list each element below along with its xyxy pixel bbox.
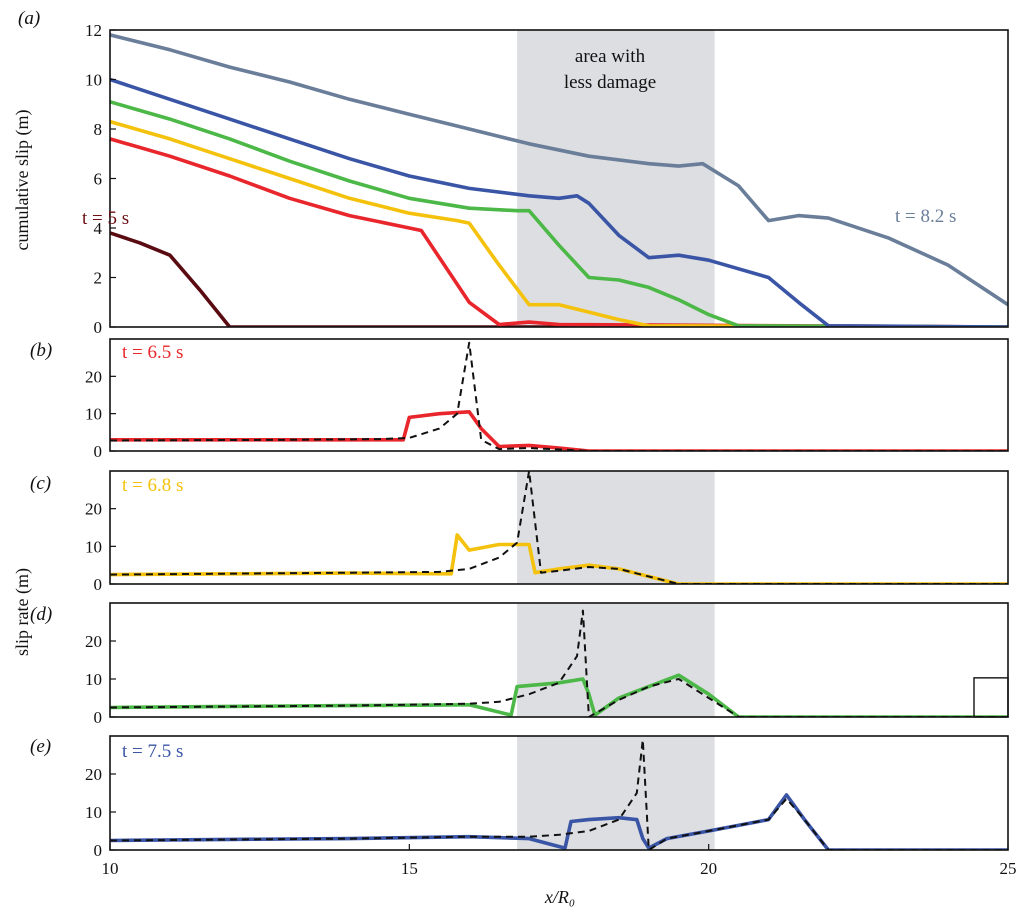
panel-label-a: (a) <box>18 8 40 29</box>
panel-b-ytick-label: 20 <box>85 367 102 386</box>
panel-a-series-3 <box>110 100 1008 327</box>
panel-e-shaded-region <box>517 736 715 850</box>
panel-a-ytick-label: 6 <box>94 170 103 189</box>
panel-e-ytick-label: 10 <box>85 803 102 822</box>
panel-label-d: (d) <box>30 604 52 625</box>
panel-d-ytick-label: 10 <box>85 670 102 689</box>
xlabel: x/R₀ <box>544 887 575 907</box>
panel-e-ytick-label: 20 <box>85 765 102 784</box>
shaded-label-line1: area with <box>575 46 646 67</box>
panel-a-series-0 <box>110 231 1008 327</box>
panel-e-ytick-label: 0 <box>94 841 103 860</box>
ylabel-slip-rate: slip rate (m) <box>12 568 33 656</box>
panel-a-ytick-label: 0 <box>94 318 103 337</box>
panel-e-xtick-label: 20 <box>700 859 717 878</box>
ylabel-cumulative-slip: cumulative slip (m) <box>12 110 33 251</box>
panel-e-frame <box>109 735 1009 851</box>
panel-a-ytick-label: 8 <box>94 120 103 139</box>
text-layer: area with less damage t = 5 s t = 8.2 s … <box>12 8 956 907</box>
panel-label-c: (c) <box>30 473 51 494</box>
panel-a-ytick-label: 12 <box>85 21 102 40</box>
series-layer <box>110 33 1008 850</box>
annotation-t68: t = 6.8 s <box>122 475 183 496</box>
annotation-t65: t = 6.5 s <box>122 342 183 363</box>
panel-a-ytick-label: 10 <box>85 71 102 90</box>
panel-e-series-0 <box>110 793 1008 850</box>
panel-c-ytick-label: 0 <box>94 575 103 594</box>
panel-c-ytick-label: 10 <box>85 537 102 556</box>
panel-b-series-0 <box>110 409 1008 451</box>
panel-d-series-0 <box>110 673 1008 717</box>
panel-a-ytick-label: 2 <box>94 269 103 288</box>
panel-d-ytick-label: 20 <box>85 632 102 651</box>
annotation-t75: t = 7.5 s <box>122 741 183 762</box>
panel-d-inset-box <box>973 677 1009 718</box>
panel-b-frame <box>109 338 1009 452</box>
panel-e-xtick-label: 15 <box>401 859 418 878</box>
panel-e-xtick-label: 25 <box>1000 859 1017 878</box>
annotation-t5: t = 5 s <box>82 208 129 229</box>
panel-e-series-1 <box>110 738 1008 850</box>
panel-b-series-1 <box>110 341 1008 451</box>
panel-d-frame <box>109 602 1009 718</box>
panel-a-series-2 <box>110 119 1008 327</box>
panel-a-series-1 <box>110 137 1008 327</box>
annotation-t82: t = 8.2 s <box>895 206 956 227</box>
panel-label-e: (e) <box>30 736 51 757</box>
panel-a-shaded-region <box>517 30 715 327</box>
shaded-regions <box>517 30 715 850</box>
panel-c-frame <box>109 470 1009 585</box>
panel-d-ytick-label: 0 <box>94 708 103 727</box>
panel-a-ytick-label: 4 <box>94 219 103 238</box>
shaded-label-line2: less damage <box>564 72 656 93</box>
panel-a-series-4 <box>110 77 1008 327</box>
panel-b-ytick-label: 10 <box>85 405 102 424</box>
panel-e-xtick-label: 10 <box>102 859 119 878</box>
panel-b-ytick-label: 0 <box>94 442 103 461</box>
panel-label-b: (b) <box>30 340 52 361</box>
panel-a-series-5 <box>110 33 1008 307</box>
panel-c-ytick-label: 20 <box>85 500 102 519</box>
panel-d-series-1 <box>110 609 1008 717</box>
panel-c-shaded-region <box>517 471 715 584</box>
